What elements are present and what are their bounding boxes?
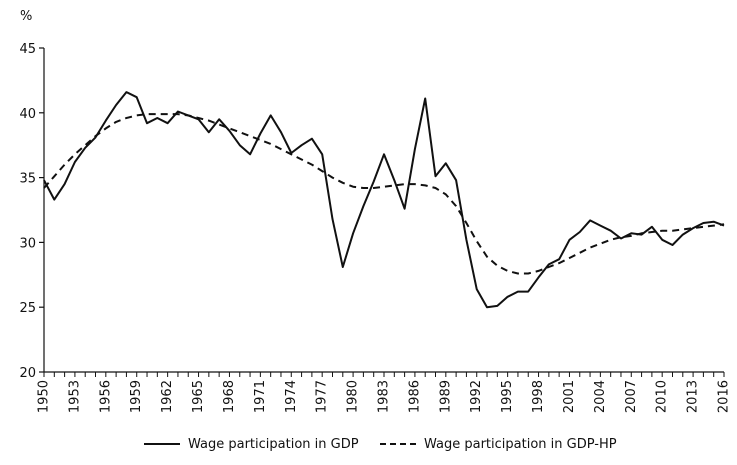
legend-label-gdp-hp: Wage participation in GDP-HP [424, 436, 617, 452]
legend-label-gdp: Wage participation in GDP [188, 436, 359, 452]
x-tick-label: 1971 [253, 380, 268, 413]
legend-solid-line-icon [144, 443, 180, 445]
x-tick-label: 1953 [67, 380, 82, 413]
y-tick-label: 20 [19, 366, 36, 381]
x-tick-label: 1977 [315, 380, 330, 413]
x-tick-label: 1998 [531, 380, 546, 413]
legend-item-gdp: Wage participation in GDP [144, 432, 359, 456]
series-line-gdp-hp [43, 113, 725, 275]
y-tick-label: 45 [19, 42, 36, 57]
x-tick-label: 2016 [717, 380, 732, 413]
x-tick-label: 2010 [655, 380, 670, 413]
y-axis-unit-label: % [20, 9, 32, 24]
x-axis: 1950 1953 1956 1959 1962 1965 1968 1971 1974 1977… [37, 371, 732, 413]
legend-dashed-line-icon [380, 443, 416, 445]
x-tick-label: 1965 [191, 380, 206, 413]
x-tick-label: 1995 [500, 380, 515, 413]
legend-item-gdp-hp: Wage participation in GDP-HP [380, 432, 617, 456]
x-tick-label: 2001 [562, 380, 577, 413]
x-tick-label: 1989 [438, 380, 453, 413]
x-tick-label: 1974 [284, 380, 299, 413]
x-tick-label: 1968 [222, 380, 237, 413]
series-line-gdp [43, 91, 725, 309]
series-group [43, 91, 725, 309]
y-tick-label: 40 [19, 107, 36, 122]
x-tick-label: 2013 [686, 380, 701, 413]
x-tick-label: 1983 [377, 380, 392, 413]
x-tick-label: 2004 [593, 380, 608, 413]
x-tick-label: 1959 [129, 380, 144, 413]
x-tick-label: 1986 [407, 380, 422, 413]
x-tick-label: 1950 [37, 380, 52, 413]
y-axis: 20 25 30 35 40 45 [19, 42, 45, 381]
x-tick-label: 1980 [346, 380, 361, 413]
y-tick-label: 25 [19, 301, 36, 316]
x-tick-label: 2007 [624, 380, 639, 413]
x-tick-label: 1956 [98, 380, 113, 413]
x-tick-label: 1992 [469, 380, 484, 413]
x-tick-label: 1962 [160, 380, 175, 413]
y-tick-label: 30 [19, 236, 36, 251]
y-tick-label: 35 [19, 172, 36, 187]
